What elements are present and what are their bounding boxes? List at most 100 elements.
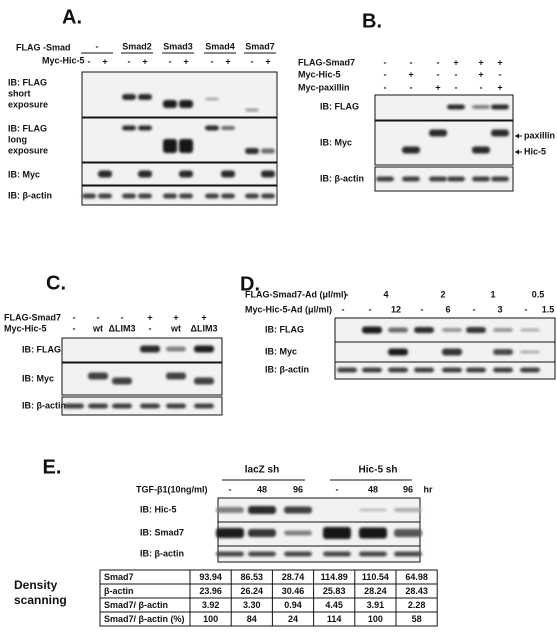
band [442,328,462,332]
band [88,372,108,380]
label: IB: Myc [265,346,297,356]
band [98,170,112,178]
table-cell: Smad7/ β-actin (%) [104,614,185,624]
band [112,377,132,385]
arrowhead [515,149,519,155]
label: Hic-5 sh [359,465,398,476]
table-cell: 86.53 [241,572,264,582]
band [245,193,259,199]
table-cell: 64.98 [405,572,428,582]
table-cell: 84 [247,614,257,624]
band [138,94,152,100]
panel-label: E. [43,456,62,478]
label: wt [92,323,103,333]
label: IB: FLAG [22,344,61,354]
label: Myc-Hic-5-Ad (μl/ml) [245,304,332,314]
label: - [149,323,152,333]
band [245,108,259,112]
label: + [497,82,502,92]
label: - [346,289,349,299]
band [205,125,219,131]
label: IB: β-actin [22,400,66,410]
band [179,193,193,199]
label: - [384,69,387,79]
table-cell: 110.54 [362,572,389,582]
band [82,193,96,199]
label: Smad7 [245,41,275,51]
label: FLAG-Smad7 [4,312,61,322]
label: - [437,57,440,67]
table-cell: 93.94 [199,572,222,582]
label: 1 [490,289,495,299]
table-cell: 114.89 [321,572,348,582]
band [140,403,160,409]
label: Myc-Hic-5 [298,69,341,79]
label: lacZ sh [245,465,279,476]
band [376,176,394,182]
band [414,367,434,373]
band [163,139,177,153]
band [112,403,132,409]
panel-label: B. [362,10,382,32]
label: exposure [8,145,48,155]
label: FLAG -Smad [16,42,71,52]
band [394,508,422,512]
band [205,193,219,199]
label: IB: FLAG [8,123,47,133]
label: - [473,304,476,314]
band [520,350,540,354]
arrowhead [515,133,519,139]
table-cell: 4.45 [325,600,343,610]
label: - [369,304,372,314]
band [138,170,152,178]
label: - [384,57,387,67]
label: IB: Hic-5 [140,504,177,514]
table-cell: 26.24 [241,586,264,596]
label: ΔLIM3 [191,323,218,333]
band [388,367,408,373]
label: + [265,56,270,66]
band [122,125,136,131]
table-cell: 58 [412,614,422,624]
label: IB: Myc [8,169,40,179]
label: - [410,82,413,92]
band [163,100,177,108]
band [248,529,276,537]
label: IB: Smad7 [140,527,184,537]
label: IB: β-actin [265,364,309,374]
label: - [169,56,172,66]
band [122,193,136,199]
label: 1.5 [542,304,555,314]
band [284,551,312,557]
band [166,403,186,409]
label: - [480,82,483,92]
band [402,146,420,154]
table-cell: 28.74 [282,572,305,582]
band [491,176,509,182]
band [491,129,509,137]
band [284,530,312,536]
band [362,326,382,334]
band [194,345,214,353]
label: Smad3 [163,41,193,51]
panel-label: A. [62,6,82,28]
label: - [437,69,440,79]
label: 12 [391,304,401,314]
label: - [336,484,339,494]
label: Hic-5 [524,146,546,156]
band [216,551,244,557]
table-cell: Smad7/ β-actin [104,600,168,610]
label: - [342,304,345,314]
label: - [128,56,131,66]
label: Myc-Hic-5 [4,323,47,333]
table-cell: 28.24 [364,586,387,596]
label: 48 [257,484,267,494]
table-cell: 25.83 [323,586,346,596]
band [429,176,447,182]
label: exposure [8,99,48,109]
table-cell: 0.94 [284,600,302,610]
band [323,527,351,539]
blot-frame [81,71,278,118]
band [138,193,152,199]
